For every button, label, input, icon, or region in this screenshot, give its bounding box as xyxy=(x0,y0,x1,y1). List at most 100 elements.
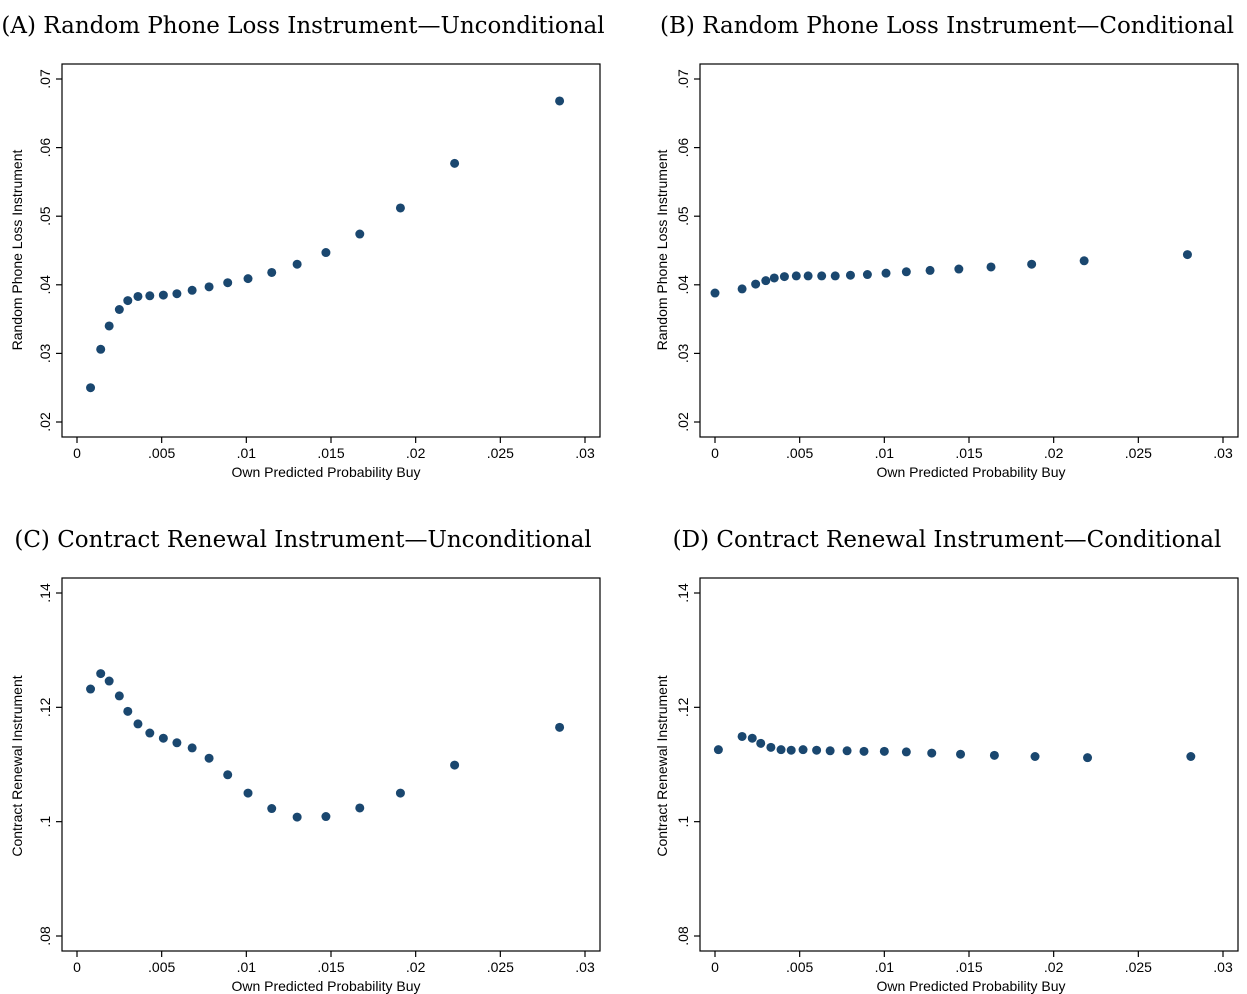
panel-d-data-point xyxy=(776,745,786,755)
panel-c-data-point xyxy=(123,706,133,716)
panel-a-title: (A) Random Phone Loss Instrument—Uncondi… xyxy=(1,13,604,39)
panel-c-points xyxy=(86,669,565,822)
panel-a-data-point xyxy=(123,296,133,306)
panel-a-x-tick-label: 0 xyxy=(73,445,81,461)
panel-b-data-point xyxy=(954,264,964,274)
panel-d-x-axis: 0 .005 .01 .015 .02 .025 .03 xyxy=(711,951,1233,975)
panel-a-data-point xyxy=(96,344,106,354)
panel-c-data-point xyxy=(187,743,197,753)
panel-d-data-point xyxy=(901,747,911,757)
panel-b-data-point xyxy=(1079,256,1089,266)
panel-a-x-tick-label: .025 xyxy=(487,445,514,461)
panel-d-data-point xyxy=(879,746,889,756)
panel-c-data-point xyxy=(133,719,143,729)
panel-b-y-tick-label: .07 xyxy=(675,69,691,89)
panel-b-data-point xyxy=(779,272,789,282)
panel-b-y-axis-title: Random Phone Loss Instrument xyxy=(654,150,670,351)
panel-d-data-point xyxy=(842,746,852,756)
panel-b-data-point xyxy=(1182,250,1192,260)
panel-c-data-point xyxy=(158,733,168,743)
panel-d-x-tick-label: .02 xyxy=(1044,959,1064,975)
panel-d-data-point xyxy=(1083,753,1093,763)
panel-b-x-tick-label: .02 xyxy=(1044,445,1064,461)
panel-c-x-tick-label: .01 xyxy=(237,959,257,975)
panel-c-y-axis-title: Contract Renewal Instrument xyxy=(9,675,25,856)
panel-b-data-point xyxy=(791,271,801,281)
panel-d-data-point xyxy=(812,745,822,755)
panel-c-data-point xyxy=(223,770,233,780)
panel-c: (C) Contract Renewal Instrument—Uncondit… xyxy=(9,527,601,994)
panel-d-x-axis-title: Own Predicted Probability Buy xyxy=(876,978,1065,994)
panel-d-x-tick-label: .03 xyxy=(1213,959,1233,975)
panel-d-data-point xyxy=(747,733,757,743)
panel-c-y-tick-label: .14 xyxy=(37,583,53,603)
panel-d-y-tick-label: .08 xyxy=(675,926,691,946)
panel-d-data-point xyxy=(927,748,937,758)
panel-d-y-tick-label: .12 xyxy=(675,697,691,717)
panel-a-data-point xyxy=(321,248,331,258)
panel-b-plot-frame xyxy=(699,63,1239,438)
panel-a-data-point xyxy=(555,96,565,106)
panel-b-data-point xyxy=(901,267,911,277)
panel-d-data-point xyxy=(756,738,766,748)
panel-b-data-point xyxy=(737,284,747,294)
panel-b-data-point xyxy=(862,270,872,280)
panel-d-title: (D) Contract Renewal Instrument—Conditio… xyxy=(673,527,1222,553)
panel-c-data-point xyxy=(172,738,182,748)
panel-c-data-point xyxy=(555,722,565,732)
panel-d-data-point xyxy=(713,745,723,755)
panel-d-data-point xyxy=(786,745,796,755)
panel-d-x-tick-label: .025 xyxy=(1125,959,1152,975)
panel-c-x-tick-label: .005 xyxy=(148,959,175,975)
panel-d-data-point xyxy=(989,750,999,760)
panel-d-data-point xyxy=(859,746,869,756)
panel-c-data-point xyxy=(104,676,114,686)
panel-b: (B) Random Phone Loss Instrument—Conditi… xyxy=(654,13,1239,480)
panel-c-data-point xyxy=(355,803,365,813)
panel-c-plot-frame xyxy=(61,577,601,952)
panel-a-data-point xyxy=(204,282,214,292)
panel-c-data-point xyxy=(450,760,460,770)
panel-a: (A) Random Phone Loss Instrument—Uncondi… xyxy=(1,13,604,480)
panel-c-x-tick-label: .02 xyxy=(406,959,426,975)
panel-b-y-tick-label: .06 xyxy=(675,138,691,158)
panel-a-data-point xyxy=(114,304,124,314)
panel-c-data-point xyxy=(204,753,214,763)
panel-c-x-tick-label: .015 xyxy=(317,959,344,975)
panel-a-plot-frame xyxy=(61,63,601,438)
panel-a-y-tick-label: .07 xyxy=(37,69,53,89)
panel-b-x-tick-label: .03 xyxy=(1213,445,1233,461)
panel-a-x-tick-label: .03 xyxy=(575,445,595,461)
panel-d-x-tick-label: .005 xyxy=(786,959,813,975)
panel-a-data-point xyxy=(133,291,143,301)
panel-a-data-point xyxy=(292,259,302,269)
panel-c-title: (C) Contract Renewal Instrument—Uncondit… xyxy=(14,527,591,553)
panel-c-y-axis: .08 .1 .12 .14 xyxy=(37,583,62,946)
panel-b-data-point xyxy=(1027,259,1037,269)
panel-b-x-tick-label: .025 xyxy=(1125,445,1152,461)
panel-d-x-tick-label: .015 xyxy=(955,959,982,975)
panel-b-x-axis: 0 .005 .01 .015 .02 .025 .03 xyxy=(711,437,1233,461)
panel-a-data-point xyxy=(243,274,253,284)
panel-a-y-tick-label: .02 xyxy=(37,412,53,432)
panel-c-data-point xyxy=(86,684,96,694)
panel-a-data-point xyxy=(104,321,114,331)
panel-b-data-point xyxy=(761,276,771,286)
panel-d-y-tick-label: .14 xyxy=(675,583,691,603)
panel-d-data-point xyxy=(766,742,776,752)
panel-c-y-tick-label: .12 xyxy=(37,697,53,717)
panel-a-data-point xyxy=(172,289,182,299)
panel-c-x-tick-label: .03 xyxy=(575,959,595,975)
panel-b-data-point xyxy=(710,288,720,298)
panel-a-data-point xyxy=(223,278,233,288)
panel-d-data-point xyxy=(825,746,835,756)
panel-a-x-tick-label: .015 xyxy=(317,445,344,461)
panel-c-y-tick-label: .1 xyxy=(37,816,53,828)
panel-b-y-tick-label: .04 xyxy=(675,275,691,295)
panel-d-plot-frame xyxy=(699,577,1239,952)
panel-a-data-point xyxy=(158,290,168,300)
panel-a-x-axis-title: Own Predicted Probability Buy xyxy=(231,464,420,480)
panel-b-x-axis-title: Own Predicted Probability Buy xyxy=(876,464,1065,480)
panel-b-title: (B) Random Phone Loss Instrument—Conditi… xyxy=(660,13,1234,39)
panel-c-data-point xyxy=(243,788,253,798)
